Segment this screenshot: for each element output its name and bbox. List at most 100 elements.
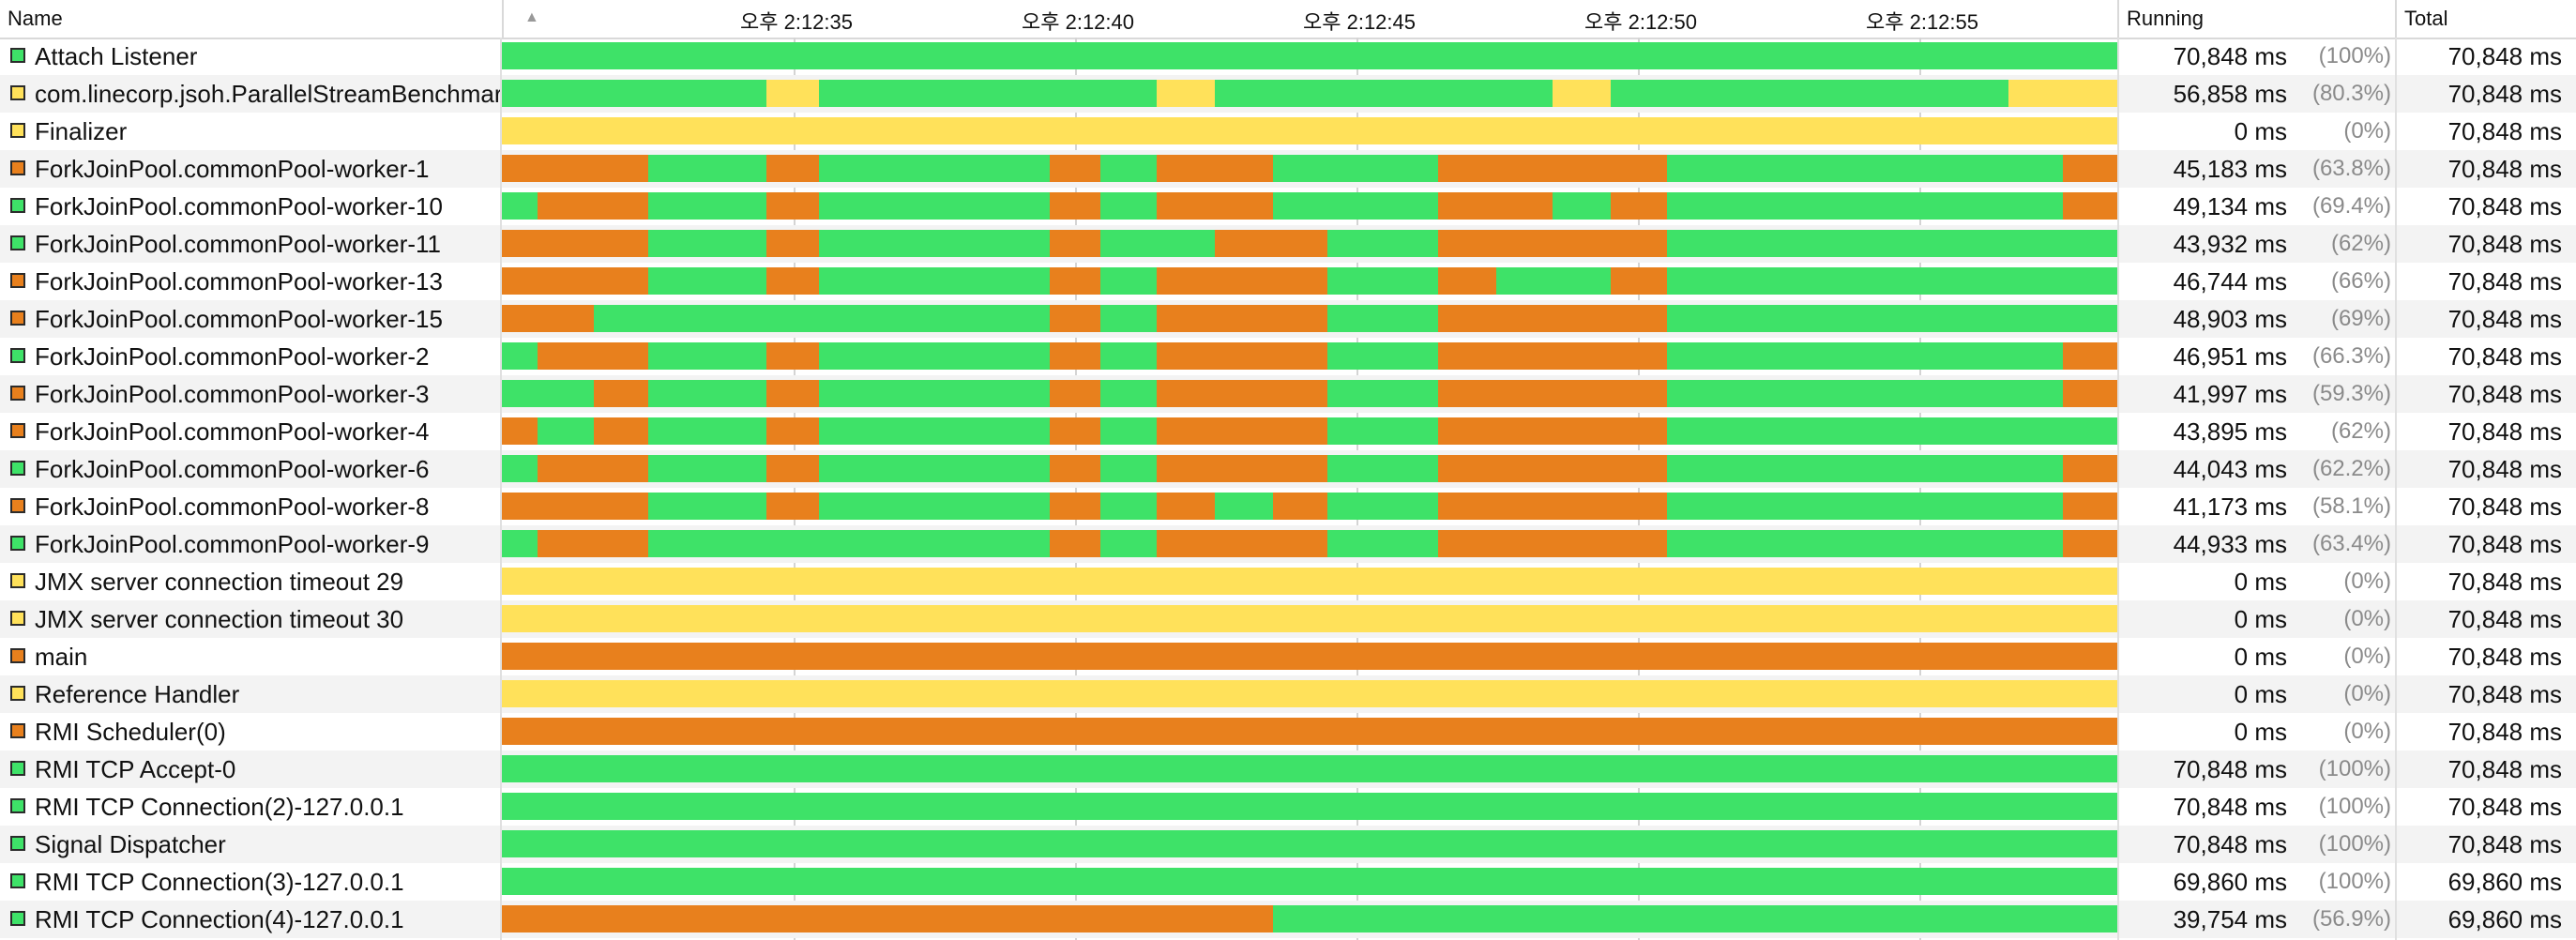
thread-state-segment-running — [819, 192, 1051, 220]
running-column-divider[interactable] — [2395, 38, 2397, 940]
thread-row[interactable]: Attach Listener 70,848 ms (100%) 70,848 ms — [0, 38, 2576, 75]
thread-state-segment-running — [819, 493, 1051, 520]
timeline-column-header[interactable]: ▲ 오후 2:12:35 오후 2:12:40 오후 2:12:45 오후 2:12:… — [502, 0, 2117, 38]
thread-state-segment-blocked — [1050, 380, 1100, 407]
thread-state-segment-blocked — [766, 493, 820, 520]
thread-state-swatch — [10, 686, 25, 701]
thread-name: ForkJoinPool.commonPool-worker-1 — [35, 155, 430, 183]
thread-row[interactable]: JMX server connection timeout 29 0 ms (0%)… — [0, 563, 2576, 600]
thread-row[interactable]: ForkJoinPool.commonPool-worker-10 49,134 … — [0, 188, 2576, 225]
running-percent: (63.8%) — [2311, 156, 2391, 181]
name-column-divider[interactable] — [500, 38, 502, 940]
thread-timeline-bar[interactable] — [502, 192, 2117, 220]
thread-timeline-bar[interactable] — [502, 718, 2117, 745]
thread-timeline-bar[interactable] — [502, 455, 2117, 482]
total-column-header[interactable]: Total — [2395, 0, 2576, 38]
thread-name: RMI TCP Accept-0 — [35, 755, 236, 783]
running-percent: (100%) — [2318, 756, 2391, 781]
thread-timeline-bar[interactable] — [502, 380, 2117, 407]
thread-timeline-bar[interactable] — [502, 155, 2117, 182]
thread-state-segment-running — [1667, 455, 2063, 482]
thread-state-segment-running — [1327, 417, 1439, 445]
thread-timeline-bar[interactable] — [502, 680, 2117, 707]
thread-timeline-bar[interactable] — [502, 117, 2117, 144]
thread-row[interactable]: ForkJoinPool.commonPool-worker-11 43,932 … — [0, 225, 2576, 263]
thread-row[interactable]: Signal Dispatcher 70,848 ms (100%) 70,848 m… — [0, 826, 2576, 863]
thread-timeline-bar[interactable] — [502, 568, 2117, 595]
thread-row[interactable]: RMI TCP Connection(3)-127.0.0.1 69,860 ms… — [0, 863, 2576, 901]
thread-name: ForkJoinPool.commonPool-worker-3 — [35, 380, 430, 408]
thread-state-swatch — [10, 235, 25, 250]
running-time: 0 ms — [2234, 643, 2287, 671]
thread-timeline-bar[interactable] — [502, 905, 2117, 932]
thread-row[interactable]: RMI TCP Accept-0 70,848 ms (100%) 70,848 ms — [0, 750, 2576, 788]
thread-row[interactable]: Finalizer 0 ms (0%) 70,848 ms — [0, 113, 2576, 150]
total-time: 69,860 ms — [2447, 868, 2562, 896]
thread-state-segment-running — [1327, 455, 1439, 482]
thread-row[interactable]: Reference Handler 0 ms (0%) 70,848 ms — [0, 675, 2576, 713]
thread-timeline-bar[interactable] — [502, 305, 2117, 332]
thread-state-segment-blocked — [1050, 493, 1100, 520]
total-time: 70,848 ms — [2447, 830, 2562, 858]
thread-timeline-bar[interactable] — [502, 267, 2117, 295]
thread-state-swatch — [10, 798, 25, 813]
thread-timeline-bar[interactable] — [502, 80, 2117, 107]
thread-state-segment-running — [1667, 305, 2117, 332]
thread-state-segment-blocked — [502, 905, 1273, 932]
thread-state-segment-running — [502, 530, 538, 557]
thread-row[interactable]: ForkJoinPool.commonPool-worker-3 41,997 m… — [0, 375, 2576, 413]
thread-state-segment-blocked — [537, 530, 648, 557]
thread-row[interactable]: RMI TCP Connection(2)-127.0.0.1 70,848 ms… — [0, 788, 2576, 826]
thread-row[interactable]: ForkJoinPool.commonPool-worker-6 44,043 m… — [0, 450, 2576, 488]
thread-timeline-bar[interactable] — [502, 42, 2117, 69]
thread-row[interactable]: RMI Scheduler(0) 0 ms (0%) 70,848 ms — [0, 713, 2576, 750]
thread-state-swatch — [10, 536, 25, 551]
thread-timeline-bar[interactable] — [502, 493, 2117, 520]
thread-timeline-bar[interactable] — [502, 417, 2117, 445]
thread-state-segment-running — [502, 80, 766, 107]
thread-state-segment-running — [502, 342, 538, 370]
thread-row[interactable]: ForkJoinPool.commonPool-worker-1 45,183 m… — [0, 150, 2576, 188]
thread-state-segment-running — [1667, 230, 2117, 257]
thread-state-swatch — [10, 348, 25, 363]
thread-state-segment-blocked — [766, 192, 820, 220]
thread-row[interactable]: main 0 ms (0%) 70,848 ms — [0, 638, 2576, 675]
thread-state-segment-running — [819, 80, 1158, 107]
running-time: 43,932 ms — [2173, 230, 2287, 258]
thread-timeline-bar[interactable] — [502, 755, 2117, 782]
thread-timeline-bar[interactable] — [502, 793, 2117, 820]
thread-state-segment-blocked — [1215, 230, 1328, 257]
thread-timeline-bar[interactable] — [502, 230, 2117, 257]
thread-row[interactable]: ForkJoinPool.commonPool-worker-13 46,744 … — [0, 263, 2576, 300]
timeline-column-divider[interactable] — [2117, 38, 2119, 940]
thread-row[interactable]: ForkJoinPool.commonPool-worker-9 44,933 m… — [0, 525, 2576, 563]
thread-timeline-bar[interactable] — [502, 830, 2117, 857]
thread-timeline-bar[interactable] — [502, 605, 2117, 632]
thread-name: ForkJoinPool.commonPool-worker-2 — [35, 342, 430, 371]
thread-timeline-bar[interactable] — [502, 868, 2117, 895]
thread-row[interactable]: ForkJoinPool.commonPool-worker-8 41,173 m… — [0, 488, 2576, 525]
thread-row[interactable]: JMX server connection timeout 30 0 ms (0%)… — [0, 600, 2576, 638]
thread-name: ForkJoinPool.commonPool-worker-15 — [35, 305, 443, 333]
thread-row[interactable]: RMI TCP Connection(4)-127.0.0.1 39,754 ms… — [0, 901, 2576, 938]
running-time: 70,848 ms — [2173, 793, 2287, 821]
thread-name: main — [35, 643, 88, 671]
thread-state-segment-running — [1099, 342, 1158, 370]
running-column-header[interactable]: Running — [2117, 0, 2395, 38]
thread-row[interactable]: com.linecorp.jsoh.ParallelStreamBenchmar… — [0, 75, 2576, 113]
name-column-header[interactable]: Name — [8, 0, 500, 38]
running-percent: (63.4%) — [2311, 531, 2391, 556]
thread-timeline-bar[interactable] — [502, 643, 2117, 670]
thread-row[interactable]: ForkJoinPool.commonPool-worker-4 43,895 m… — [0, 413, 2576, 450]
thread-timeline-bar[interactable] — [502, 530, 2117, 557]
timeline-gridline — [1919, 38, 1921, 940]
thread-row[interactable]: ForkJoinPool.commonPool-worker-15 48,903 … — [0, 300, 2576, 338]
total-time: 70,848 ms — [2447, 680, 2562, 708]
thread-state-segment-blocked — [1273, 493, 1328, 520]
thread-state-segment-running — [1667, 267, 2117, 295]
thread-state-segment-running — [1099, 380, 1158, 407]
thread-row[interactable]: ForkJoinPool.commonPool-worker-2 46,951 m… — [0, 338, 2576, 375]
sort-ascending-icon[interactable]: ▲ — [524, 9, 539, 25]
running-time: 56,858 ms — [2173, 80, 2287, 108]
thread-timeline-bar[interactable] — [502, 342, 2117, 370]
